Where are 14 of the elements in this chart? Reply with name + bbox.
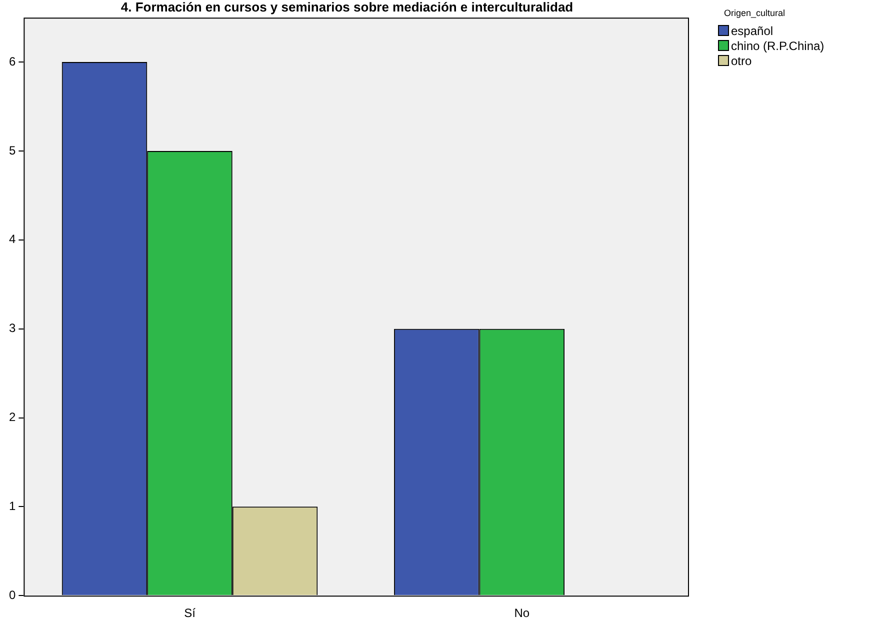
y-tick-label: 0 xyxy=(8,588,16,602)
y-tick-label: 4 xyxy=(8,232,16,246)
legend-title: Origen_cultural xyxy=(724,8,786,18)
legend-label: otro xyxy=(731,54,752,68)
y-tick-label: 5 xyxy=(8,143,16,158)
x-tick-label: Sí xyxy=(184,606,196,620)
y-tick-label: 6 xyxy=(8,54,16,68)
chart-title: 4. Formación en cursos y seminarios sobre mediación e interculturalidad xyxy=(120,0,574,14)
y-tick-label: 1 xyxy=(8,498,16,513)
y-tick-label: 2 xyxy=(8,410,16,424)
legend-label: chino (R.P.China) xyxy=(731,38,824,52)
y-tick-label: 3 xyxy=(8,321,16,336)
x-tick-label: No xyxy=(514,606,530,620)
legend-label: español xyxy=(731,24,774,38)
